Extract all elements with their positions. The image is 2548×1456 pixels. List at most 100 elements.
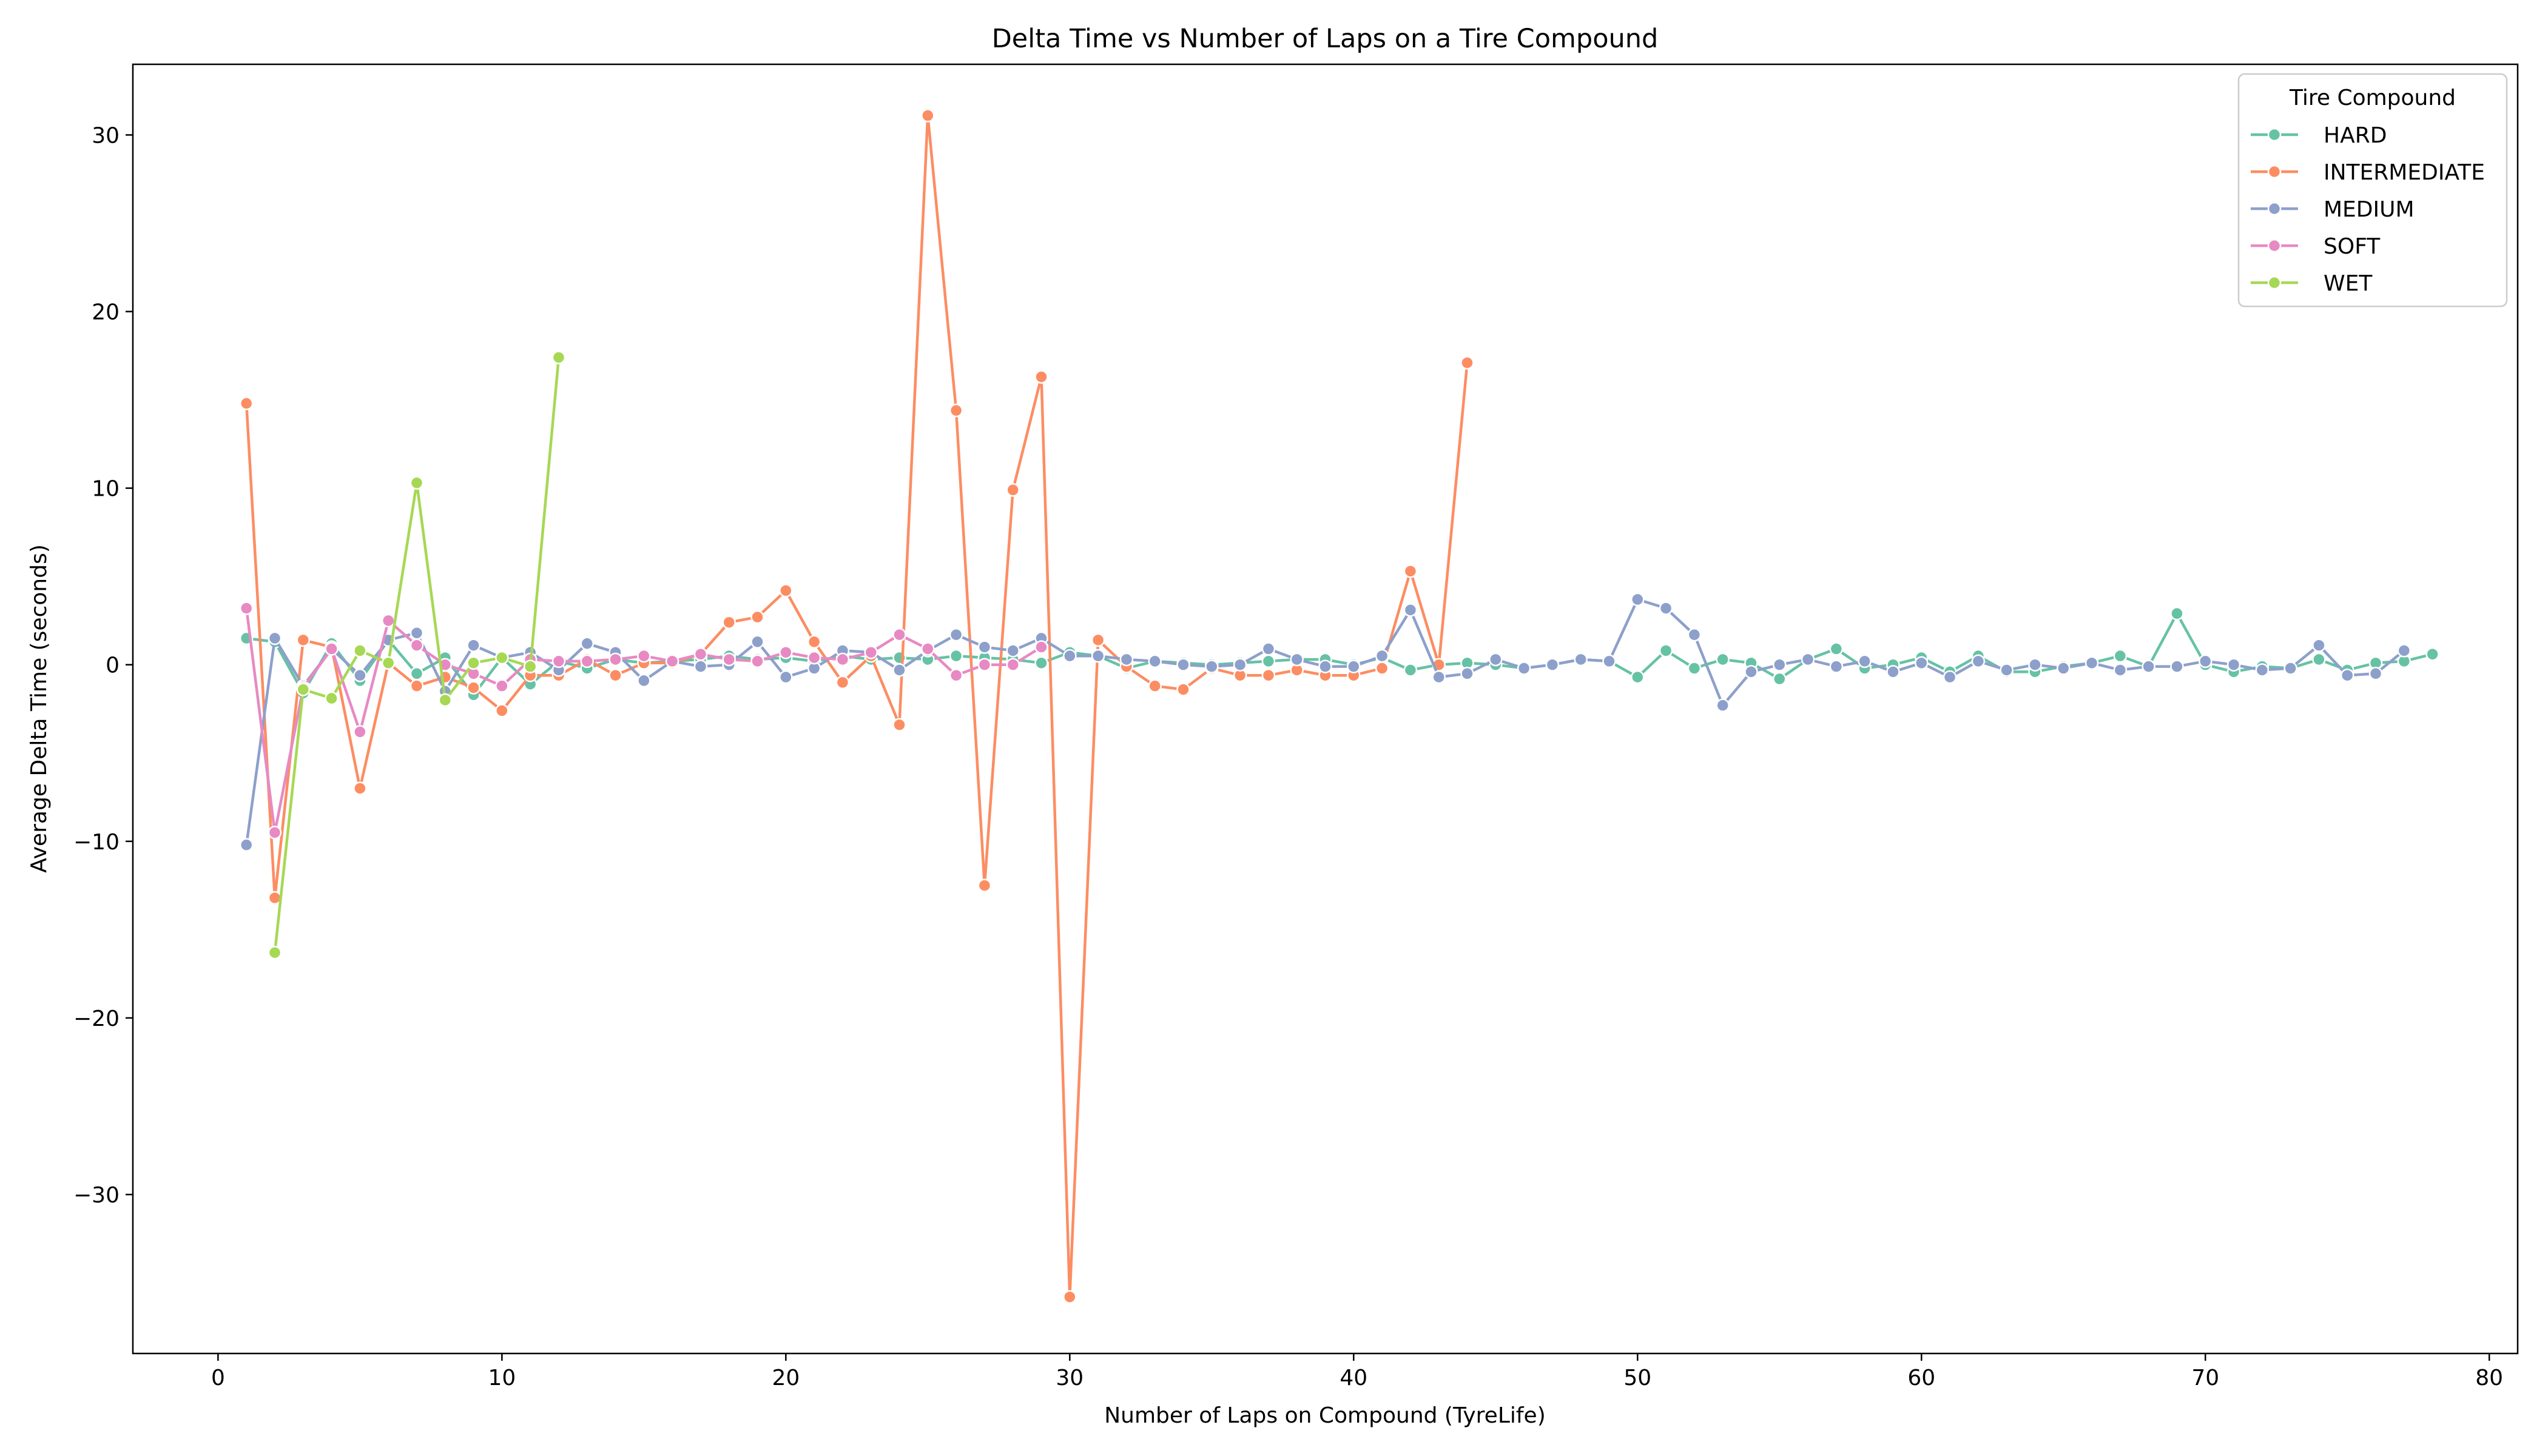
data-point-hard [2312,652,2326,667]
legend-item-intermediate: INTERMEDIATE [2251,160,2485,185]
y-axis-ticks: −30 −20 −10 0 10 20 30 [73,123,133,1208]
data-point-soft [325,642,339,656]
data-point-soft [949,668,963,682]
data-point-medium [1886,665,1900,679]
data-point-intermediate [892,718,906,732]
data-point-medium [637,673,651,688]
data-point-soft [580,654,595,669]
data-point-medium [2170,659,2184,673]
data-point-medium [239,838,254,852]
x-axis-title: Number of Laps on Compound (TyreLife) [1104,1403,1546,1428]
series-wet [268,350,566,960]
legend-swatch-marker [2267,201,2282,216]
data-point-medium [750,635,764,649]
data-point-medium [2397,644,2412,658]
x-tick-label: 60 [1907,1366,1935,1390]
series-layer [239,109,2439,1304]
series-soft [239,601,1048,840]
data-point-soft [637,649,651,663]
x-axis-ticks: 0 10 20 30 40 50 60 70 80 [211,1353,2503,1390]
data-point-medium [2113,663,2128,677]
legend-item-wet: WET [2251,271,2373,296]
data-point-medium [580,636,595,651]
data-point-medium [1829,659,1844,673]
data-point-medium [2226,658,2241,672]
legend: Tire Compound HARD INTERMEDIATE MEDIUM SOFT… [2237,73,2508,308]
legend-items: HARD INTERMEDIATE MEDIUM SOFT WET [2251,123,2485,296]
data-point-intermediate [835,675,850,690]
data-point-medium [1517,661,1531,675]
data-point-medium [2312,638,2326,652]
data-point-medium [2368,667,2383,681]
data-point-medium [2283,661,2297,675]
data-point-intermediate [353,781,367,795]
data-point-intermediate [608,668,622,682]
data-point-medium [1318,659,1332,673]
data-point-wet [438,693,453,707]
data-point-soft [1006,658,1020,672]
data-point-soft [835,652,850,667]
series-hard [239,607,2439,702]
data-point-intermediate [750,610,764,624]
data-point-medium [2056,661,2071,675]
data-point-medium [1915,656,1929,670]
y-axis-title: Average Delta Time (seconds) [27,544,52,873]
data-point-intermediate [296,633,311,647]
data-point-soft [1034,640,1048,654]
data-point-wet [325,691,339,706]
data-point-hard [1773,672,1787,686]
series-line-intermediate [244,114,1469,1299]
x-tick-label: 20 [772,1366,800,1390]
data-point-medium [1006,644,1020,658]
data-point-medium [1545,658,1560,672]
data-point-soft [892,627,906,642]
data-point-medium [1971,654,1986,669]
data-point-wet [268,945,282,960]
data-point-intermediate [467,681,480,695]
y-tick-label: −20 [73,1006,120,1031]
data-point-intermediate [1176,682,1190,696]
data-point-intermediate [1148,679,1162,693]
data-point-intermediate [722,615,736,630]
data-point-hard [2113,649,2128,663]
data-point-soft [665,654,679,669]
data-point-hard [949,649,963,663]
data-point-medium [1659,601,1673,615]
data-point-medium [2255,663,2270,677]
data-point-hard [1034,656,1048,670]
legend-label: MEDIUM [2324,197,2415,222]
series-intermediate [239,109,1474,1304]
data-point-soft [750,654,764,669]
data-point-intermediate [239,396,254,411]
data-point-medium [1716,698,1730,712]
x-tick-label: 10 [488,1366,516,1390]
data-point-medium [1119,652,1134,667]
data-point-medium [1290,652,1304,667]
x-tick-label: 50 [1623,1366,1651,1390]
data-point-medium [410,626,424,640]
y-tick-label: 20 [92,300,120,325]
data-point-medium [1375,649,1389,663]
data-point-wet [495,650,509,665]
data-point-intermediate [1034,369,1048,384]
data-point-intermediate [1460,356,1474,370]
data-point-medium [779,670,793,684]
data-point-hard [1829,642,1844,656]
y-tick-label: 0 [106,653,120,678]
data-point-soft [722,652,736,667]
data-point-intermediate [1091,633,1105,647]
data-point-intermediate [410,679,424,693]
data-point-soft [807,650,821,665]
data-point-medium [1574,652,1588,667]
data-point-medium [1205,659,1219,673]
data-point-wet [353,644,367,658]
legend-title: Tire Compound [2289,86,2456,110]
data-point-soft [608,652,622,667]
data-point-medium [1631,592,1645,607]
x-tick-label: 30 [1056,1366,1084,1390]
data-point-hard [1631,670,1645,684]
data-point-medium [1801,652,1815,667]
legend-label: WET [2324,271,2373,296]
data-point-medium [2340,668,2354,682]
